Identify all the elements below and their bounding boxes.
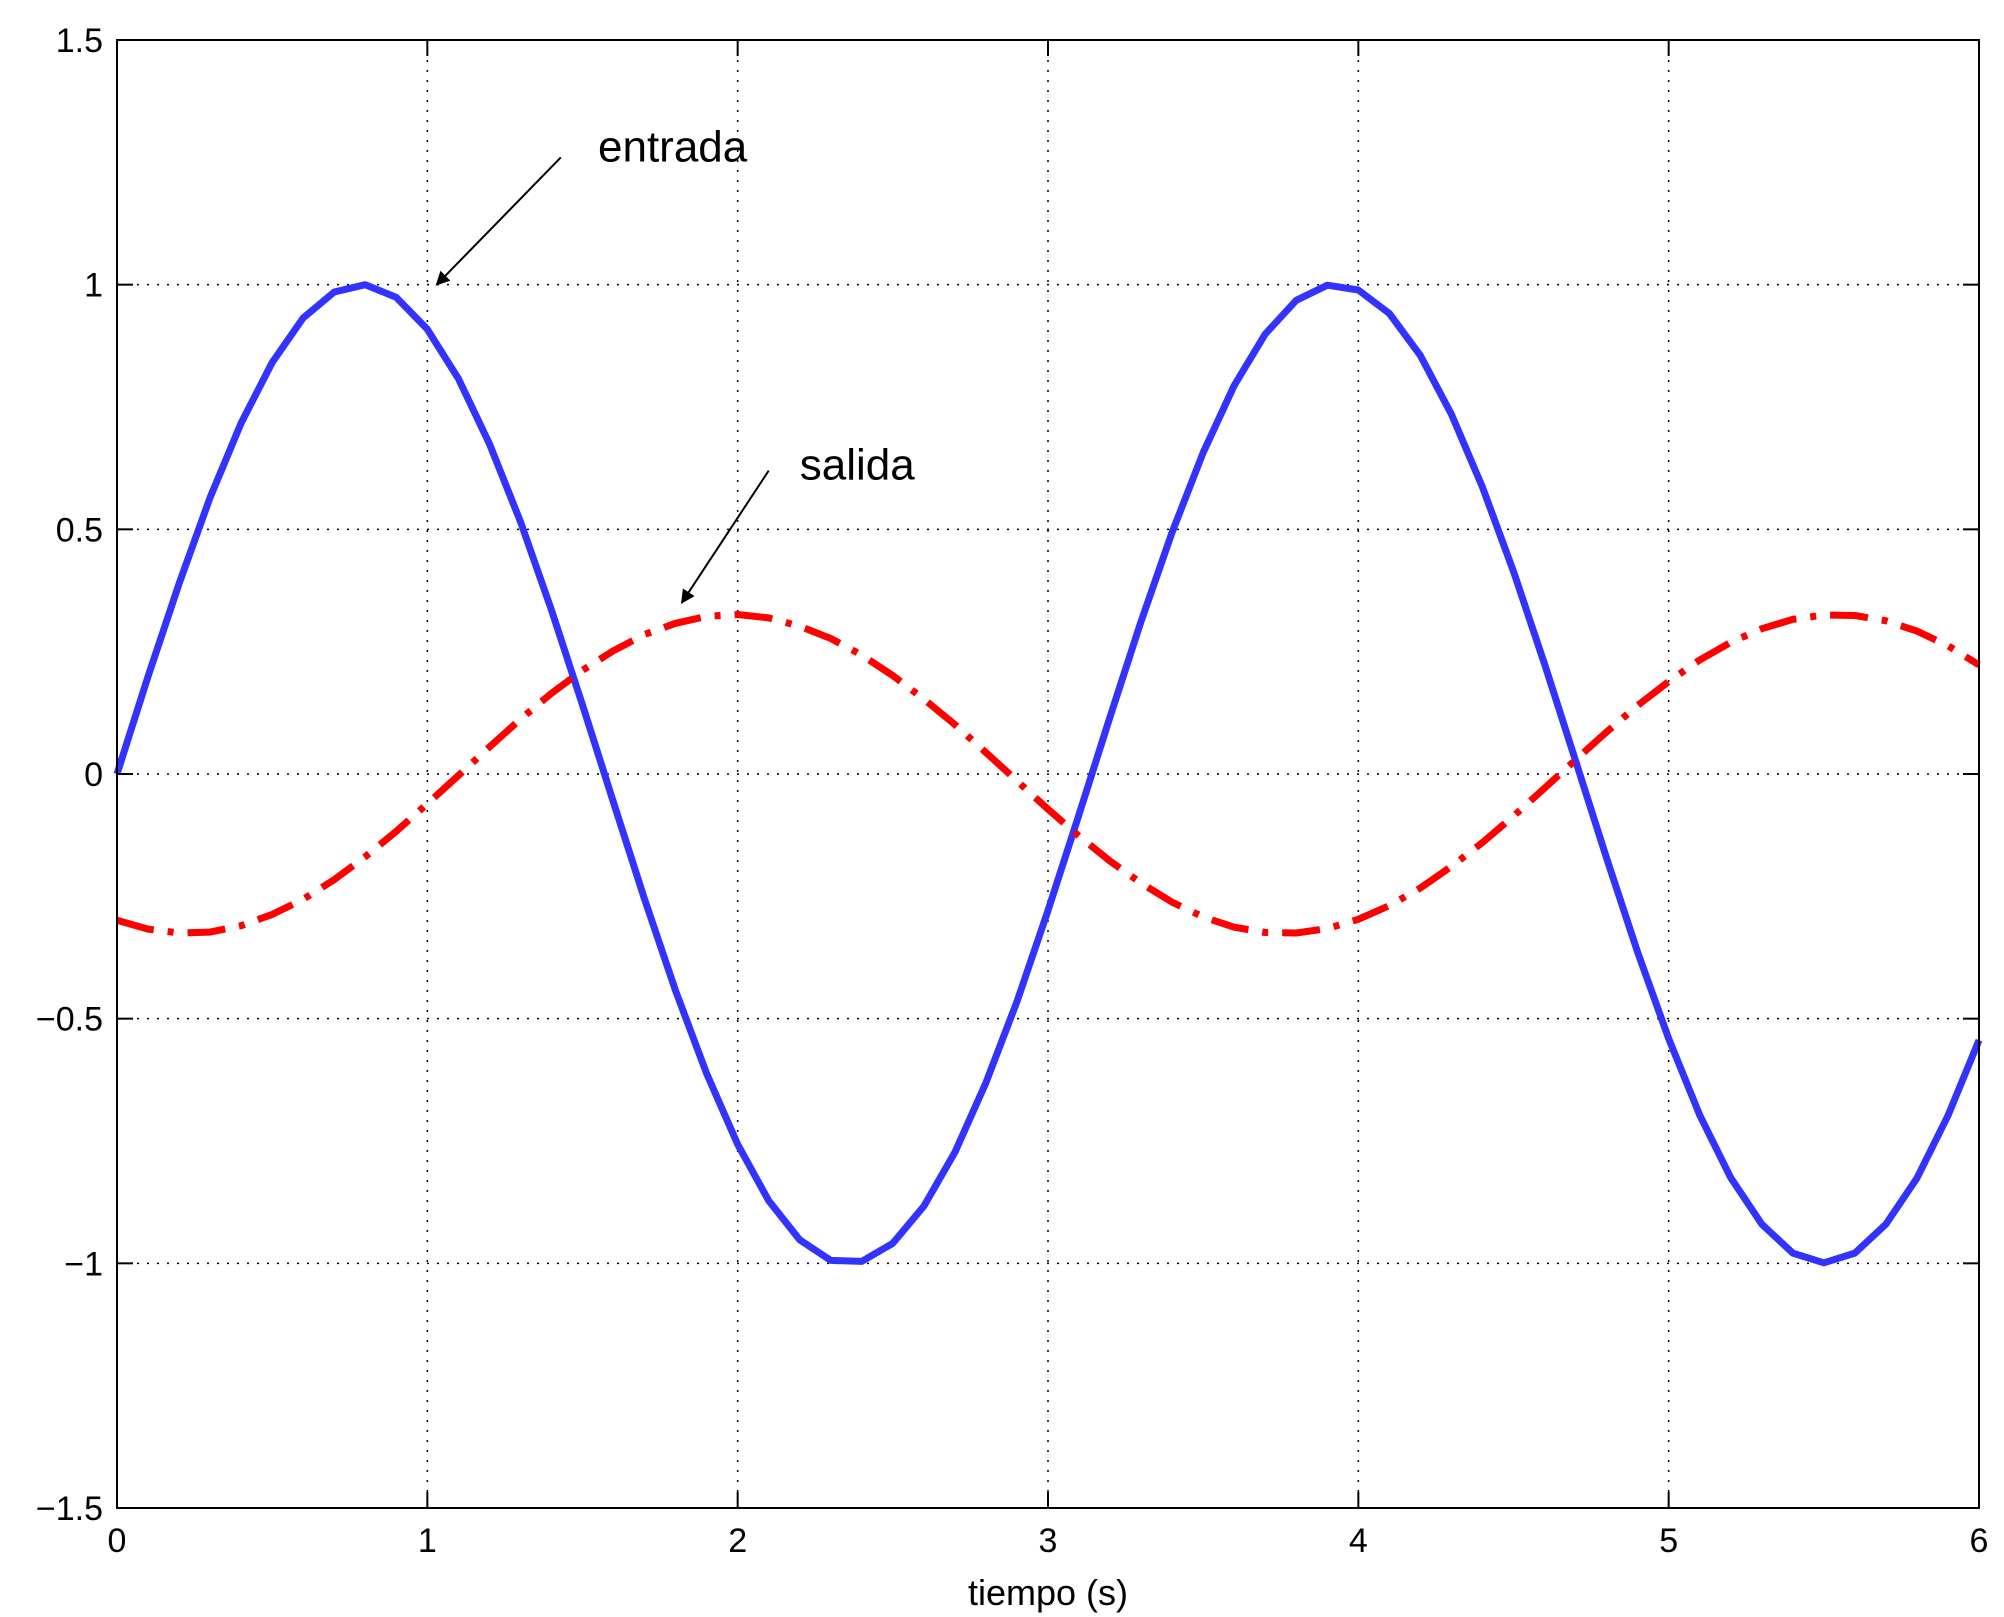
y-tick-label: −1.5 (36, 1490, 103, 1528)
annotation-arrow (435, 156, 562, 286)
x-tick-label: 6 (1970, 1522, 1989, 1560)
annotation-arrow (680, 470, 770, 604)
series-layer (113, 281, 1983, 1267)
x-tick-label: 3 (1039, 1522, 1058, 1560)
x-tick-label: 0 (108, 1522, 127, 1560)
tick-labels: 0 1 2 3 4 5 6 −1.5 −1 −0.5 0 0.5 1 1.5 (36, 22, 1989, 1560)
annotation-label: salida (800, 441, 915, 490)
x-axis-label: tiempo (s) (968, 1572, 1128, 1613)
y-tick-label: −0.5 (36, 1001, 103, 1039)
grid (117, 40, 1979, 1508)
y-tick-label: 0.5 (56, 511, 103, 549)
y-tick-label: 0 (84, 756, 103, 794)
ticks (116, 39, 1980, 1509)
series-line-salida (116, 611, 1981, 937)
annotation-label: entrada (598, 123, 748, 172)
series-line-entrada (113, 281, 1983, 1267)
x-tick-label: 1 (418, 1522, 437, 1560)
y-tick-label: 1.5 (56, 22, 103, 60)
x-tick-label: 4 (1349, 1522, 1368, 1560)
annotations: entrada salida (435, 123, 915, 604)
y-tick-label: 1 (84, 267, 103, 305)
x-tick-label: 5 (1659, 1522, 1678, 1560)
x-tick-label: 2 (728, 1522, 747, 1560)
y-tick-label: −1 (64, 1245, 103, 1283)
